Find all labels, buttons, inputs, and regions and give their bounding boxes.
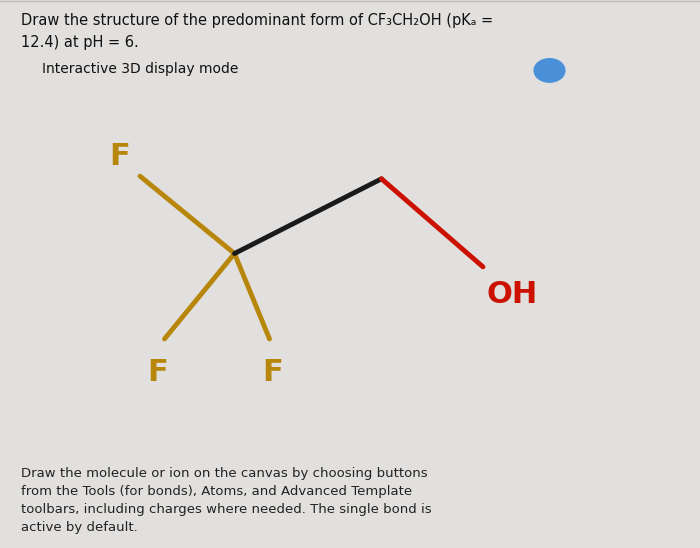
Text: Interactive 3D display mode: Interactive 3D display mode	[42, 62, 239, 77]
Text: OH: OH	[486, 280, 538, 309]
Text: F: F	[147, 358, 168, 386]
Text: F: F	[108, 142, 130, 171]
Text: Draw the molecule or ion on the canvas by choosing buttons
from the Tools (for b: Draw the molecule or ion on the canvas b…	[21, 467, 432, 534]
Text: i: i	[547, 64, 552, 77]
Text: 12.4) at pH = 6.: 12.4) at pH = 6.	[21, 35, 139, 50]
Text: Draw the structure of the predominant form of CF₃CH₂OH (pKₐ =: Draw the structure of the predominant fo…	[21, 13, 493, 28]
Text: F: F	[262, 358, 284, 386]
Circle shape	[534, 59, 565, 82]
